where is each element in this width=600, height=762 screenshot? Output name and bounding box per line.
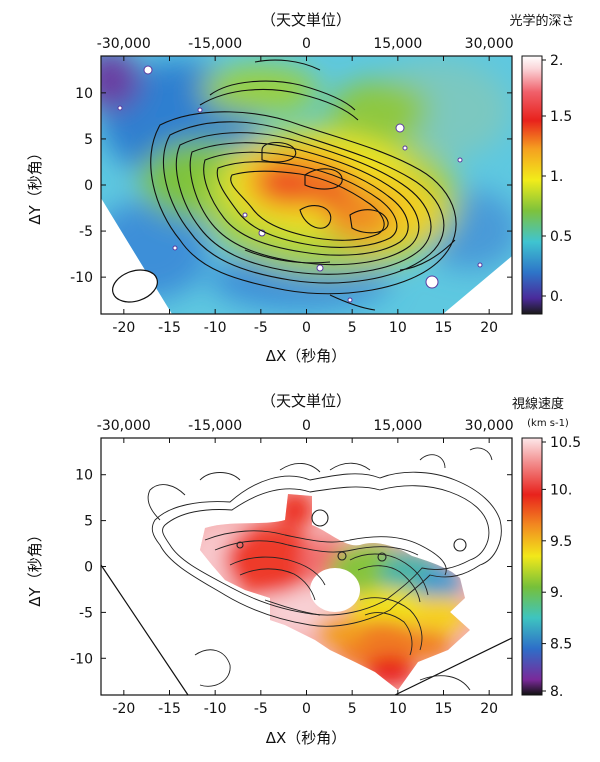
top-x-tick-label: -20 <box>112 320 135 336</box>
top-colorbar-tick-label: 0. <box>550 289 563 305</box>
top-panel-y-ticks: 10 5 0 -5 -10 <box>70 86 512 286</box>
bottom-x-tick-label: -15 <box>158 701 181 717</box>
top-panel-top-ticks: -30,000 -15,000 0 15,000 30,000 <box>97 36 514 52</box>
bottom-x-tick-label: 20 <box>480 701 498 717</box>
top-x-tick-label: 5 <box>348 320 357 336</box>
bottom-x-tick-label: -20 <box>112 701 135 717</box>
bottom-y-tick-label: -5 <box>79 605 93 621</box>
bottom-x-tick-label: 5 <box>348 701 357 717</box>
bottom-x-tick-label: 0 <box>302 701 311 717</box>
bottom-panel-star-rings <box>236 509 467 562</box>
top-x-tick-label: 0 <box>302 320 311 336</box>
bottom-colorbar-tick-label: 8.5 <box>550 637 572 653</box>
top-colorbar-title: 光学的深さ <box>509 13 574 29</box>
top-colorbar-tick-label: 1.5 <box>550 109 572 125</box>
bottom-panel-y-ticks: 10 5 0 -5 -10 <box>70 468 512 667</box>
top-x-tick-label: 20 <box>480 320 498 336</box>
bottom-x-tick-label: -10 <box>204 701 227 717</box>
top-y-tick-label: -5 <box>79 224 93 240</box>
bottom-top-tick-label: -30,000 <box>97 418 151 434</box>
top-panel-optical-depth-map <box>101 56 512 314</box>
top-x-tick-label: -10 <box>204 320 227 336</box>
top-y-tick-label: 0 <box>84 178 93 194</box>
bottom-colorbar-tick-label: 9. <box>550 585 563 601</box>
bottom-colorbar-tick-label: 9.5 <box>550 534 572 550</box>
bottom-top-tick-label: 15,000 <box>373 418 422 434</box>
bottom-panel-y-axis-title: ΔY（秒角） <box>26 527 44 606</box>
bottom-top-tick-label: 0 <box>302 418 311 434</box>
top-panel-x-axis-title: ΔX（秒角） <box>266 347 347 365</box>
bottom-colorbar-title: 視線速度 <box>512 396 564 412</box>
bottom-colorbar-tick-label: 10.5 <box>550 435 581 451</box>
top-colorbar <box>521 55 543 315</box>
bottom-panel-top-ticks: -30,000 -15,000 0 15,000 30,000 <box>97 418 514 434</box>
top-panel-y-axis-title: ΔY（秒角） <box>26 145 44 224</box>
top-y-tick-label: -10 <box>70 270 93 286</box>
bottom-x-tick-label: 15 <box>435 701 453 717</box>
bottom-y-tick-label: 10 <box>75 468 93 484</box>
bottom-y-tick-label: 5 <box>84 514 93 530</box>
bottom-panel-x-ticks: -20 -15 -10 -5 0 5 10 15 20 <box>112 438 498 717</box>
top-panel: （天文単位） -30,000 -15,000 0 15,000 30,000 <box>26 11 575 365</box>
top-panel-beam-ellipse <box>112 269 158 303</box>
top-x-tick-label: 10 <box>389 320 407 336</box>
bottom-panel-field-edges <box>100 564 513 696</box>
bottom-colorbar-ticks: 10.5 10. 9.5 9. 8.5 8. <box>542 435 581 700</box>
top-top-tick-label: -30,000 <box>97 36 151 52</box>
top-panel-x-ticks: -20 -15 -10 -5 0 5 10 15 20 <box>112 56 498 336</box>
top-colorbar-tick-label: 1. <box>550 169 563 185</box>
bottom-y-tick-label: 0 <box>84 560 93 576</box>
bottom-panel-x-axis-title: ΔX（秒角） <box>266 729 347 747</box>
top-top-tick-label: 30,000 <box>465 36 514 52</box>
bottom-panel: （天文単位） -30,000 -15,000 0 15,000 30,000 <box>26 392 581 747</box>
top-top-tick-label: 0 <box>302 36 311 52</box>
top-panel-contours <box>150 59 457 311</box>
top-y-tick-label: 5 <box>84 132 93 148</box>
top-top-tick-label: -15,000 <box>188 36 242 52</box>
bottom-panel-contours <box>147 447 502 691</box>
top-colorbar-tick-label: 2. <box>550 53 563 69</box>
bottom-top-tick-label: 30,000 <box>465 418 514 434</box>
bottom-colorbar-unit: (km s-1) <box>527 418 569 429</box>
bottom-y-tick-label: -10 <box>70 651 93 667</box>
top-colorbar-ticks: 2. 1.5 1. 0.5 0. <box>542 53 572 305</box>
top-y-tick-label: 10 <box>75 86 93 102</box>
bottom-top-tick-label: -15,000 <box>188 418 242 434</box>
top-x-tick-label: 15 <box>435 320 453 336</box>
bottom-x-tick-label: 10 <box>389 701 407 717</box>
top-x-tick-label: -5 <box>254 320 268 336</box>
bottom-colorbar <box>521 437 543 696</box>
top-colorbar-tick-label: 0.5 <box>550 229 572 245</box>
top-panel-top-axis-title: （天文単位） <box>261 11 351 29</box>
bottom-colorbar-tick-label: 8. <box>550 684 563 700</box>
bottom-colorbar-tick-label: 10. <box>550 482 572 498</box>
top-top-tick-label: 15,000 <box>373 36 422 52</box>
bottom-x-tick-label: -5 <box>254 701 268 717</box>
top-x-tick-label: -15 <box>158 320 181 336</box>
bottom-panel-top-axis-title: （天文単位） <box>261 392 351 410</box>
